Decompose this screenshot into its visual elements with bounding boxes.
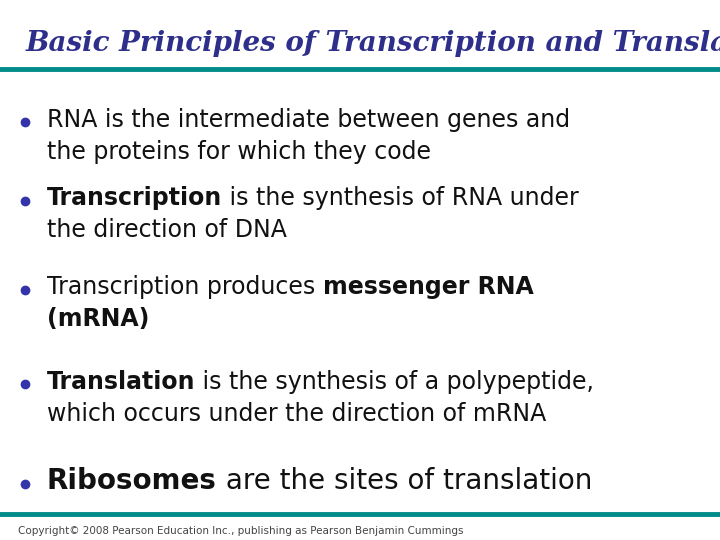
Text: are the sites of translation: are the sites of translation <box>217 467 592 495</box>
Text: RNA is the intermediate between genes and: RNA is the intermediate between genes an… <box>47 108 570 132</box>
Text: Basic Principles of Transcription and Translation: Basic Principles of Transcription and Tr… <box>25 30 720 57</box>
Text: is the synthesis of RNA under: is the synthesis of RNA under <box>222 186 579 210</box>
Text: the direction of DNA: the direction of DNA <box>47 218 287 242</box>
Text: the proteins for which they code: the proteins for which they code <box>47 140 431 164</box>
Text: (mRNA): (mRNA) <box>47 307 149 331</box>
Text: is the synthesis of a polypeptide,: is the synthesis of a polypeptide, <box>195 370 594 394</box>
Text: messenger RNA: messenger RNA <box>323 275 534 299</box>
Text: Ribosomes: Ribosomes <box>47 467 217 495</box>
Text: which occurs under the direction of mRNA: which occurs under the direction of mRNA <box>47 402 546 426</box>
Text: Copyright© 2008 Pearson Education Inc., publishing as Pearson Benjamin Cummings: Copyright© 2008 Pearson Education Inc., … <box>18 525 464 536</box>
Text: Transcription produces: Transcription produces <box>47 275 323 299</box>
Text: Transcription: Transcription <box>47 186 222 210</box>
Text: Translation: Translation <box>47 370 195 394</box>
